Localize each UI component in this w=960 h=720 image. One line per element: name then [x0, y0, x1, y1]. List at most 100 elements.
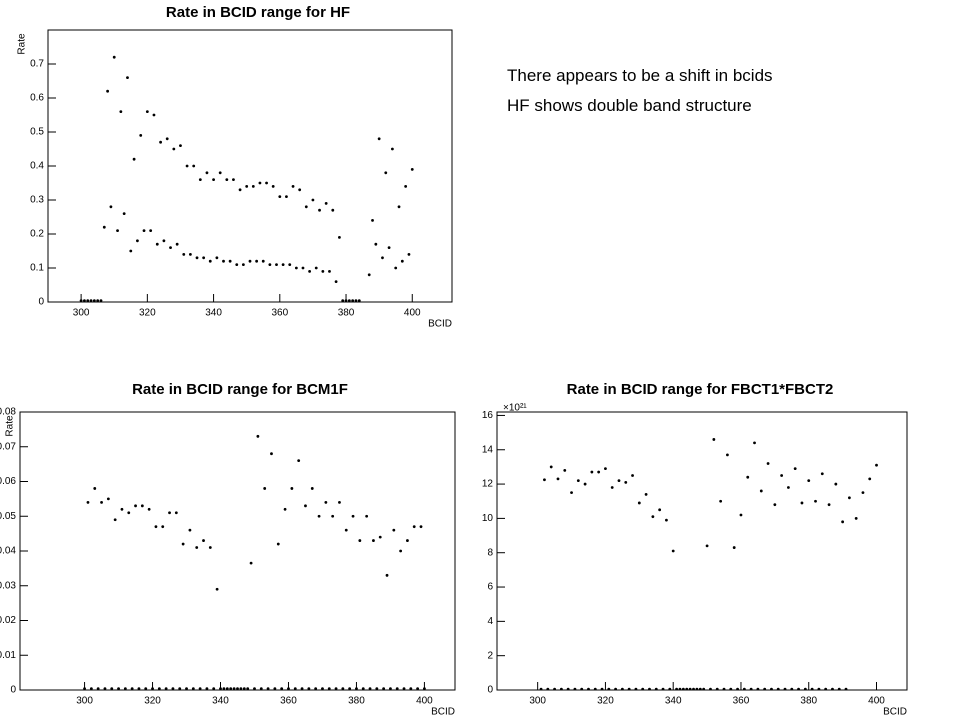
data-point [597, 470, 601, 474]
data-point [185, 164, 189, 168]
data-point [164, 687, 168, 691]
chart-title: Rate in BCID range for BCM1F [132, 381, 348, 398]
data-point [89, 299, 93, 303]
data-point [261, 259, 265, 263]
data-point [385, 573, 389, 577]
data-point [614, 687, 617, 691]
data-point [208, 546, 212, 549]
data-point [382, 687, 386, 691]
data-point [378, 535, 382, 539]
chart: Rate in BCID range for FBCT1*FBCT2 BCID ×1… [482, 381, 908, 718]
data-point [746, 475, 750, 479]
data-point [344, 299, 348, 303]
data-point [341, 687, 345, 691]
data-point [593, 687, 597, 691]
data-point [321, 270, 325, 273]
data-point [807, 479, 811, 483]
y-tick-label: 0 [10, 685, 16, 696]
data-point [355, 687, 358, 691]
data-point [188, 253, 192, 256]
data-point [100, 500, 103, 504]
y-tick-label: 0.6 [30, 93, 44, 104]
data-point [256, 434, 260, 438]
data-point [810, 687, 814, 691]
data-point [397, 205, 401, 209]
y-tick-label: 12 [482, 479, 494, 490]
x-tick-label: 360 [280, 696, 297, 707]
data-point [103, 687, 107, 691]
data-point [236, 687, 239, 691]
data-point [290, 487, 294, 490]
data-point [749, 687, 753, 691]
data-point [793, 467, 797, 471]
data-point [182, 253, 186, 256]
data-point [293, 687, 297, 691]
y-tick-label: 0 [38, 297, 44, 308]
data-point [195, 546, 199, 549]
data-point [259, 687, 263, 691]
data-point [232, 687, 236, 691]
x-tick-label: 360 [733, 696, 750, 707]
data-point [287, 687, 290, 691]
y-tick-label: 0.3 [30, 195, 44, 206]
data-point [400, 259, 404, 263]
data-point [324, 202, 328, 205]
data-point [202, 256, 206, 260]
data-point [648, 687, 651, 691]
data-point [249, 561, 253, 565]
data-point [407, 253, 411, 256]
data-point [92, 299, 96, 303]
data-point [276, 542, 280, 546]
x-tick-label: 380 [348, 696, 365, 707]
y-tick-label: 0.05 [0, 511, 16, 522]
data-point [215, 587, 219, 591]
data-point [766, 462, 770, 465]
data-point [112, 55, 116, 59]
data-point [145, 110, 149, 113]
data-point [275, 263, 278, 266]
data-point [155, 242, 159, 246]
y-tick-label: 0.06 [0, 476, 16, 487]
data-point [154, 525, 158, 529]
data-point [324, 500, 328, 504]
data-point [875, 463, 878, 467]
x-axis-label: BCID [883, 707, 907, 718]
data-point [86, 500, 90, 504]
data-point [742, 687, 746, 691]
data-point [321, 687, 324, 691]
data-point [372, 539, 375, 542]
data-point [241, 263, 245, 266]
data-point [344, 528, 348, 532]
data-point [179, 144, 182, 148]
data-point [307, 687, 311, 691]
data-point [654, 687, 658, 691]
data-point [106, 497, 110, 501]
data-point [780, 474, 784, 477]
data-point [637, 501, 641, 505]
data-point [96, 687, 100, 691]
data-point [253, 687, 256, 691]
data-point [235, 263, 239, 266]
data-point [116, 229, 119, 233]
data-point [374, 242, 378, 246]
y-tick-label: 14 [482, 444, 494, 455]
note-line: There appears to be a shift in bcids [507, 66, 773, 85]
data-point [191, 687, 195, 691]
data-point [219, 687, 222, 691]
data-point [847, 496, 851, 500]
data-point [553, 687, 557, 691]
y-tick-label: 0.07 [0, 441, 16, 452]
data-point [297, 459, 301, 463]
plot-frame [496, 411, 908, 691]
y-tick-label: 0.04 [0, 546, 16, 557]
data-point [590, 470, 594, 474]
data-point [576, 479, 580, 483]
data-point [827, 503, 831, 507]
data-point [159, 140, 162, 144]
x-tick-label: 380 [800, 696, 817, 707]
x-tick-label: 400 [404, 308, 421, 319]
data-point [563, 468, 567, 472]
data-point [208, 259, 212, 263]
data-point [773, 503, 777, 507]
data-point [139, 134, 143, 137]
